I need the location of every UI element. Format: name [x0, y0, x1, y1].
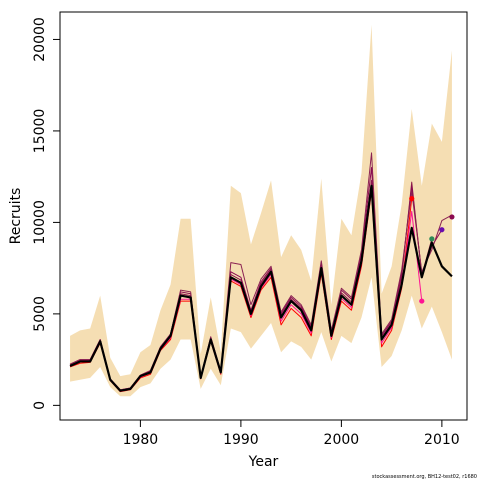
x-axis: 1980 1990 2000 2010 — [123, 420, 460, 448]
x-axis-label: Year — [248, 454, 279, 470]
y-tick-label: 10000 — [32, 200, 48, 245]
y-axis: 0 5000 10000 15000 20000 — [32, 17, 60, 410]
series-endpoint — [439, 227, 445, 233]
plot-area — [69, 24, 455, 397]
credit-text: stockassessment.org, BH12-test02, r1680 — [372, 474, 477, 480]
y-tick-label: 15000 — [32, 109, 48, 154]
y-axis-label: Recruits — [8, 188, 24, 245]
series-endpoint — [409, 196, 415, 202]
series-endpoint — [429, 236, 435, 242]
x-tick-label: 1990 — [223, 432, 259, 448]
series-line-base — [69, 184, 453, 392]
series-endpoint — [419, 298, 425, 304]
x-tick-label: 1980 — [123, 432, 159, 448]
plot-frame — [59, 11, 468, 421]
confidence-band — [70, 24, 452, 397]
y-tick-label: 0 — [32, 401, 48, 410]
x-tick-label: 2000 — [324, 432, 360, 448]
y-tick-label: 20000 — [32, 17, 48, 62]
x-tick-label: 2010 — [424, 432, 460, 448]
series-endpoint — [449, 214, 455, 220]
y-tick-label: 5000 — [32, 296, 48, 332]
